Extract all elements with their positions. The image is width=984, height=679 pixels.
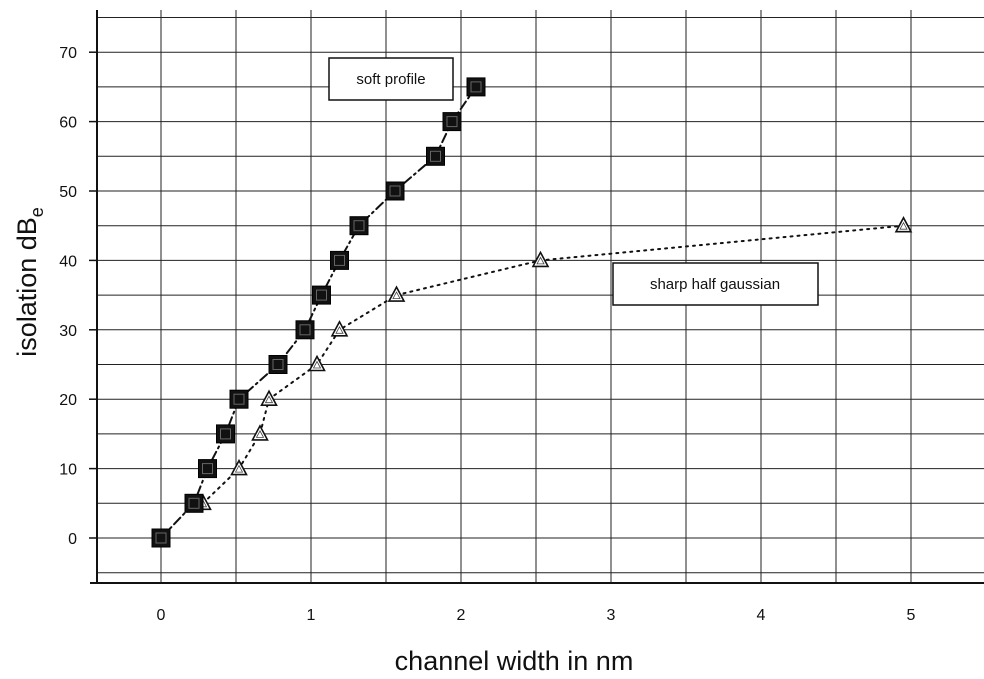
- marker-square-body: [230, 390, 248, 408]
- y-tick-label: 60: [59, 115, 77, 132]
- marker-square-body: [427, 147, 445, 165]
- marker-square-body: [199, 460, 217, 478]
- y-tick-label: 10: [59, 462, 77, 479]
- x-tick-label: 3: [607, 607, 616, 624]
- marker-square-body: [269, 356, 287, 374]
- y-tick-label: 0: [68, 531, 77, 548]
- legend-sharp-half-gaussian: sharp half gaussian: [613, 263, 818, 305]
- y-tick-labels: 0 10 20 30 40 50 60 70: [59, 45, 97, 548]
- marker-square-body: [331, 251, 349, 269]
- x-tick-label: 4: [757, 607, 766, 624]
- legend-label-sharp-half-gaussian: sharp half gaussian: [650, 276, 780, 293]
- markers: [152, 78, 911, 547]
- marker-square-body: [296, 321, 314, 339]
- marker-soft-profile: [230, 390, 248, 408]
- marker-soft-profile: [386, 182, 404, 200]
- marker-soft-profile: [269, 356, 287, 374]
- marker-soft-profile: [199, 460, 217, 478]
- marker-square-body: [443, 113, 461, 131]
- marker-soft-profile: [217, 425, 235, 443]
- marker-square-body: [467, 78, 485, 96]
- y-tick-label: 50: [59, 184, 77, 201]
- marker-square-body: [185, 494, 203, 512]
- marker-square-body: [152, 529, 170, 547]
- marker-sharp-half-gaussian: [310, 357, 325, 371]
- marker-soft-profile: [443, 113, 461, 131]
- marker-soft-profile: [296, 321, 314, 339]
- legend-soft-profile: soft profile: [329, 58, 453, 100]
- y-tick-label: 70: [59, 45, 77, 62]
- y-tick-label: 30: [59, 323, 77, 340]
- marker-sharp-half-gaussian: [896, 218, 911, 232]
- axes: [90, 10, 984, 583]
- y-axis-title-subscript: e: [27, 207, 47, 217]
- x-tick-label: 0: [157, 607, 166, 624]
- x-tick-labels: 0 1 2 3 4 5: [157, 607, 916, 624]
- x-tick-label: 1: [307, 607, 316, 624]
- y-axis-title-main: isolation dB: [12, 217, 42, 357]
- x-axis-title: channel width in nm: [395, 646, 634, 676]
- series: [161, 87, 904, 538]
- y-tick-label: 20: [59, 392, 77, 409]
- marker-soft-profile: [350, 217, 368, 235]
- marker-sharp-half-gaussian: [262, 391, 277, 405]
- marker-square-body: [350, 217, 368, 235]
- marker-sharp-half-gaussian: [332, 322, 347, 336]
- marker-soft-profile: [467, 78, 485, 96]
- grid: [97, 10, 984, 583]
- marker-soft-profile: [152, 529, 170, 547]
- marker-soft-profile: [185, 494, 203, 512]
- y-tick-label: 40: [59, 253, 77, 270]
- marker-sharp-half-gaussian: [389, 287, 404, 301]
- x-tick-label: 5: [907, 607, 916, 624]
- marker-soft-profile: [427, 147, 445, 165]
- marker-soft-profile: [331, 251, 349, 269]
- legend-label-soft-profile: soft profile: [356, 71, 425, 88]
- marker-sharp-half-gaussian: [232, 461, 247, 475]
- x-tick-label: 2: [457, 607, 466, 624]
- y-axis-title: isolation dBe: [12, 207, 47, 357]
- marker-square-body: [313, 286, 331, 304]
- marker-square-body: [386, 182, 404, 200]
- marker-sharp-half-gaussian: [253, 426, 268, 440]
- marker-soft-profile: [313, 286, 331, 304]
- marker-square-body: [217, 425, 235, 443]
